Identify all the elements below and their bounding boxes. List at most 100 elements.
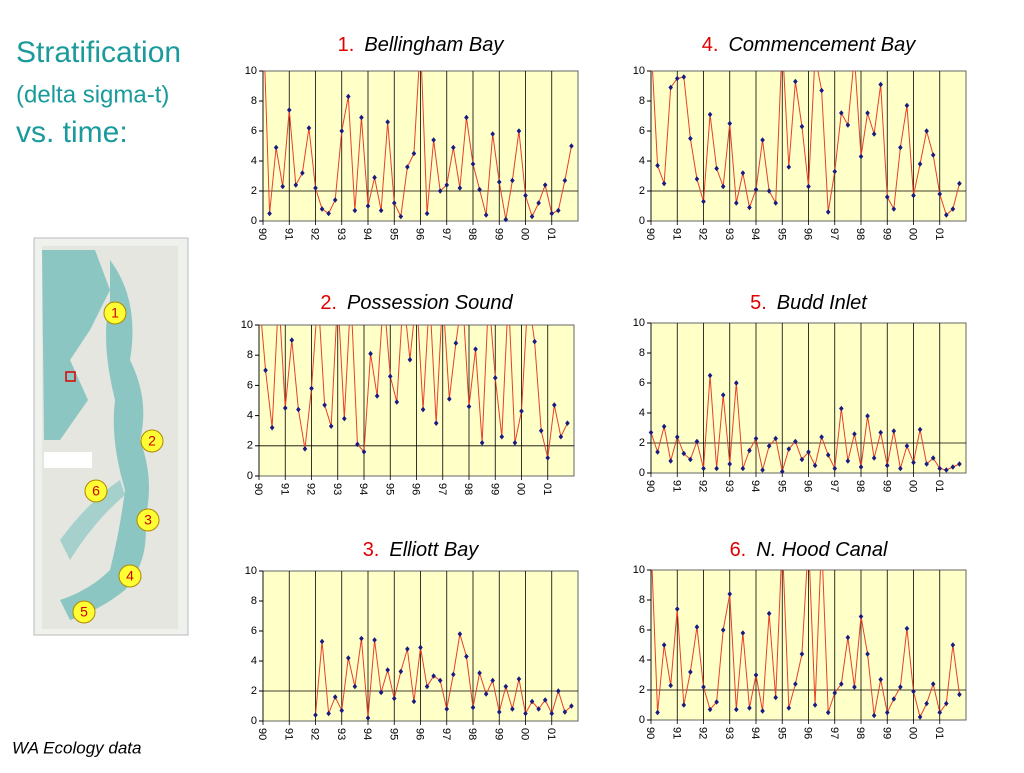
data-point [542, 182, 548, 188]
data-point [871, 455, 877, 461]
map-label-circle [72, 600, 96, 624]
data-point [917, 714, 923, 720]
x-tick-label: 91 [282, 728, 294, 740]
chart-title: 2. Possession Sound [320, 292, 513, 314]
data-point [740, 630, 746, 636]
data-point [365, 715, 371, 721]
data-point [483, 212, 489, 218]
x-tick-label: 94 [749, 480, 761, 492]
data-point [812, 702, 818, 708]
y-tick-label: 10 [245, 565, 257, 577]
data-point [411, 150, 417, 157]
y-tick-label: 0 [639, 215, 645, 227]
y-tick-label: 4 [251, 655, 257, 667]
x-tick-label: 92 [697, 228, 709, 240]
data-point [688, 669, 693, 675]
data-point [418, 644, 423, 651]
data-point [884, 462, 890, 469]
data-point [523, 710, 528, 717]
y-tick-label: 0 [251, 715, 257, 727]
data-point [457, 185, 463, 191]
x-tick-label: 99 [492, 228, 504, 240]
data-point [302, 446, 308, 452]
x-tick-label: 91 [670, 727, 682, 739]
data-point [355, 441, 360, 448]
data-point [950, 206, 956, 212]
data-point [394, 399, 400, 405]
x-tick-label: 01 [933, 480, 945, 492]
data-point [845, 634, 851, 641]
data-point [378, 689, 384, 696]
x-tick-label: 97 [440, 728, 452, 740]
x-tick-label: 93 [723, 228, 735, 240]
data-point [289, 337, 295, 343]
data-point [532, 338, 537, 345]
data-point [799, 651, 805, 657]
data-point [538, 427, 544, 434]
data-point [694, 438, 700, 445]
y-tick-label: 6 [251, 625, 257, 637]
x-tick-label: 92 [697, 480, 709, 492]
y-tick-label: 2 [639, 684, 645, 696]
x-tick-label: 91 [282, 228, 294, 240]
x-tick-label: 94 [357, 483, 369, 495]
data-point [825, 452, 831, 458]
x-tick-label: 95 [775, 480, 787, 492]
y-tick-label: 8 [639, 594, 645, 606]
x-tick-label: 90 [644, 480, 656, 492]
data-point [529, 698, 535, 705]
map-label: 3 [144, 512, 152, 528]
x-tick-label: 96 [802, 228, 814, 240]
data-point [819, 87, 824, 94]
chart-number: 3. [363, 539, 380, 561]
data-point [674, 75, 680, 82]
data-point [361, 449, 367, 455]
data-point [701, 684, 706, 690]
data-point [799, 123, 805, 130]
data-point [332, 197, 338, 203]
y-tick-label: 2 [251, 185, 257, 197]
data-point [319, 638, 325, 645]
data-point [819, 434, 824, 440]
map-water [42, 250, 110, 440]
map-label-circle [140, 429, 164, 453]
data-point [911, 459, 916, 466]
data-point [661, 642, 667, 648]
data-point [694, 624, 700, 630]
data-point [433, 420, 439, 426]
data-point [884, 194, 890, 200]
data-point [878, 81, 883, 88]
data-point [858, 613, 864, 620]
y-tick-label: 4 [639, 407, 645, 419]
data-point [359, 635, 364, 642]
data-point [852, 431, 857, 437]
chart: 2. Possession Sound 0 2 4 6 8 10 90 91 92 93 94 95 96 9… [241, 292, 575, 495]
map-label-circle [136, 508, 160, 532]
data-point [536, 200, 541, 206]
chart-title: 5. Budd Inlet [750, 292, 868, 314]
data-point [734, 200, 739, 206]
data-point [405, 646, 410, 652]
data-point [674, 434, 680, 440]
x-tick-label: 00 [907, 480, 919, 492]
data-point [865, 413, 870, 419]
x-tick-label: 00 [519, 228, 531, 240]
x-tick-label: 94 [749, 228, 761, 240]
x-tick-label: 94 [749, 727, 761, 739]
data-point [378, 207, 384, 214]
data-point [760, 467, 765, 473]
chart: 4. Commencement Bay 0 2 4 6 8 10 90 91 92 93 94 95 96 9… [633, 34, 967, 240]
data-point [319, 206, 325, 212]
data-point [431, 137, 436, 143]
x-tick-label: 00 [907, 228, 919, 240]
data-point [332, 694, 338, 700]
data-point [451, 144, 456, 151]
data-point [385, 119, 390, 125]
data-point [365, 203, 371, 209]
data-point [447, 396, 452, 402]
data-point [891, 206, 897, 212]
data-point [549, 710, 555, 717]
chart-title-text: Commencement Bay [728, 34, 916, 56]
data-point [832, 168, 838, 175]
